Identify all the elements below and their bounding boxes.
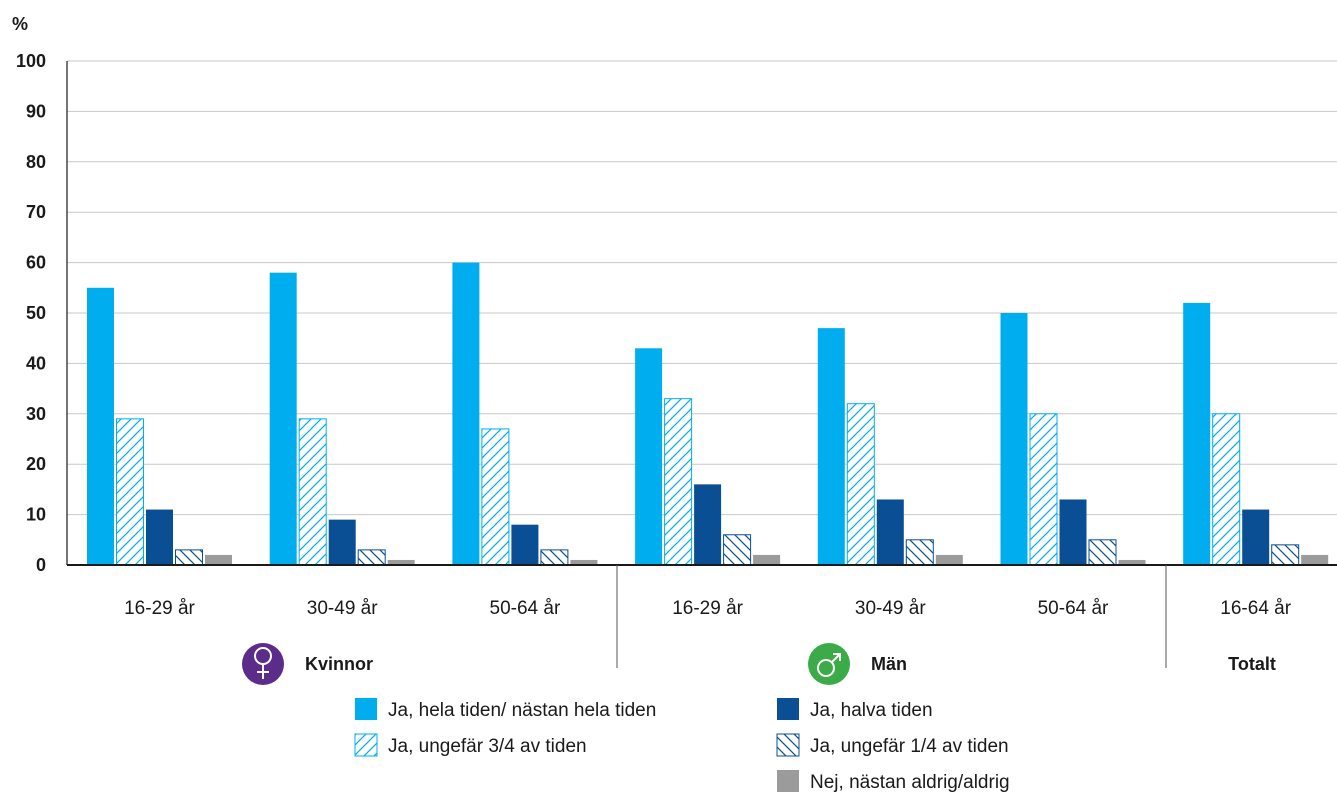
y-tick-label: 90 (26, 101, 46, 121)
bar (387, 559, 415, 565)
legend-item: Ja, ungefär 3/4 av tiden (354, 733, 587, 757)
x-axis-category-labels: 16-29 år 30-49 år 50-64 år 16-29 år 30-49 år… (124, 598, 1292, 619)
bar (694, 484, 722, 565)
bar (1242, 509, 1270, 565)
group-label: Totalt (1228, 654, 1276, 674)
bar (723, 534, 752, 566)
bar (570, 559, 598, 565)
x-category-label: 16-64 år (1220, 598, 1291, 619)
bar (452, 262, 480, 565)
bar (1029, 413, 1058, 566)
bar (846, 403, 875, 566)
legend-label: Ja, halva tiden (810, 700, 933, 721)
bar (1301, 554, 1329, 565)
x-category-label: 50-64 år (1038, 598, 1109, 619)
y-tick-label: 30 (26, 404, 46, 424)
y-tick-label: 40 (26, 353, 46, 373)
legend-label: Ja, hela tiden/ nästan hela tiden (388, 700, 656, 721)
legend-swatch (777, 770, 799, 792)
x-category-label: 50-64 år (490, 598, 561, 619)
bar (540, 549, 569, 566)
y-axis-ticks: 0 10 20 30 40 50 60 70 80 90 100 (16, 51, 46, 575)
legend: Ja, hela tiden/ nästan hela tiden Ja, ung… (354, 698, 1010, 793)
bar (1212, 413, 1241, 566)
bar (753, 554, 781, 565)
y-tick-label: 10 (26, 505, 46, 525)
y-tick-label: 0 (36, 555, 46, 575)
legend-swatch (777, 698, 799, 720)
x-category-label: 16-29 år (672, 598, 743, 619)
bar (175, 549, 203, 566)
y-tick-label: 20 (26, 454, 46, 474)
group-labels: Kvinnor Män Totalt (242, 643, 1276, 685)
y-tick-label: 50 (26, 303, 46, 323)
bar (1088, 539, 1117, 566)
bar (1059, 499, 1087, 565)
legend-item: Nej, nästan aldrig/aldrig (777, 770, 1010, 793)
bar (1183, 302, 1211, 565)
legend-swatch (776, 733, 800, 757)
bar (635, 348, 663, 565)
legend-label: Nej, nästan aldrig/aldrig (810, 772, 1010, 793)
group-label: Kvinnor (305, 654, 373, 674)
bar (817, 328, 845, 565)
bar (1271, 544, 1300, 566)
bar (876, 499, 904, 565)
x-category-label: 30-49 år (307, 598, 378, 619)
legend-item: Ja, halva tiden (777, 698, 933, 721)
bar (146, 509, 173, 565)
x-category-label: 16-29 år (124, 598, 195, 619)
bar (87, 287, 114, 565)
bar (328, 519, 356, 565)
axes (66, 61, 1337, 668)
female-icon (242, 643, 284, 685)
y-tick-label: 70 (26, 202, 46, 222)
bar (511, 524, 539, 565)
y-tick-label: 80 (26, 152, 46, 172)
bar (357, 549, 386, 566)
bar (205, 554, 232, 565)
gridlines (67, 60, 1337, 516)
bar (664, 398, 693, 566)
y-tick-label: 60 (26, 253, 46, 273)
bar (298, 418, 327, 566)
bar (481, 428, 510, 566)
bar (269, 272, 297, 565)
legend-label: Ja, ungefär 3/4 av tiden (388, 736, 587, 757)
group-label: Män (871, 654, 907, 674)
legend-swatch (355, 698, 377, 720)
bar (905, 539, 934, 566)
bar (1000, 313, 1028, 565)
legend-item: Ja, ungefär 1/4 av tiden (776, 733, 1009, 757)
bar (1118, 559, 1146, 565)
male-icon (808, 643, 850, 685)
bar (116, 418, 144, 566)
legend-item: Ja, hela tiden/ nästan hela tiden (355, 698, 656, 721)
bar (935, 554, 963, 565)
bars (87, 262, 1329, 566)
legend-swatch (354, 733, 378, 757)
y-axis-unit-label: % (12, 14, 28, 34)
y-tick-label: 100 (16, 51, 46, 71)
x-category-label: 30-49 år (855, 598, 926, 619)
legend-label: Ja, ungefär 1/4 av tiden (810, 736, 1009, 757)
